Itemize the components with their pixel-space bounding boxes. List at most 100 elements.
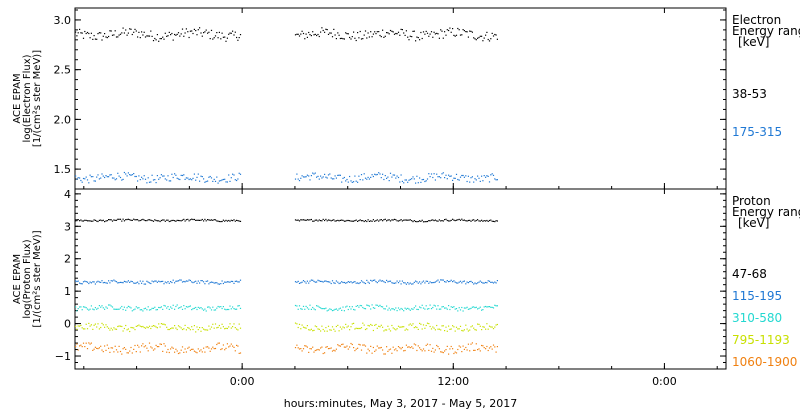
- data-point: [491, 348, 493, 350]
- data-point: [138, 31, 140, 33]
- data-point: [135, 175, 137, 178]
- data-point: [342, 326, 344, 328]
- data-point: [195, 351, 197, 353]
- data-point: [117, 308, 119, 310]
- data-point: [360, 220, 363, 222]
- data-point: [487, 38, 489, 41]
- data-point: [84, 219, 86, 221]
- data-point: [372, 307, 374, 309]
- data-point: [114, 179, 116, 181]
- data-point: [387, 325, 389, 327]
- data-point: [376, 173, 378, 176]
- data-point: [413, 327, 415, 329]
- data-point: [234, 179, 236, 181]
- data-point: [320, 220, 322, 222]
- data-point: [108, 280, 110, 282]
- data-point: [353, 347, 355, 349]
- data-point: [411, 346, 413, 348]
- data-point: [233, 219, 235, 221]
- data-point: [316, 219, 318, 221]
- data-point: [100, 177, 102, 179]
- data-point: [225, 219, 227, 221]
- data-point: [488, 40, 491, 42]
- data-point: [455, 308, 458, 310]
- data-point: [454, 308, 456, 310]
- data-point: [117, 282, 119, 284]
- data-point: [483, 326, 485, 328]
- data-point: [462, 280, 464, 283]
- data-point: [421, 350, 423, 352]
- data-point: [367, 219, 369, 221]
- data-point: [220, 283, 222, 285]
- data-point: [90, 282, 92, 284]
- data-point: [160, 38, 162, 40]
- data-point: [195, 179, 197, 181]
- data-point: [119, 281, 122, 283]
- data-point: [383, 353, 385, 355]
- data-point: [119, 307, 122, 309]
- data-point: [420, 283, 422, 285]
- data-point: [333, 28, 335, 30]
- data-point: [121, 305, 123, 308]
- data-point: [318, 35, 320, 38]
- data-point: [154, 219, 156, 221]
- data-point: [118, 218, 120, 220]
- data-point: [150, 309, 152, 311]
- data-point: [397, 220, 400, 222]
- data-point: [100, 326, 102, 329]
- data-point: [481, 344, 483, 347]
- data-point: [171, 327, 173, 329]
- data-point: [393, 218, 396, 220]
- data-point: [119, 176, 122, 179]
- data-point: [81, 181, 83, 183]
- data-point: [100, 345, 102, 347]
- data-point: [449, 220, 451, 222]
- data-point: [346, 305, 348, 307]
- data-point: [455, 352, 458, 354]
- data-point: [121, 325, 123, 328]
- data-point: [492, 35, 495, 37]
- data-point: [362, 38, 364, 40]
- data-point: [156, 309, 158, 311]
- data-point: [329, 32, 331, 34]
- data-point: [331, 178, 334, 180]
- data-point: [86, 220, 89, 222]
- data-point: [294, 281, 297, 283]
- data-point: [238, 305, 240, 307]
- data-point: [322, 308, 324, 310]
- data-point: [164, 324, 166, 326]
- data-point: [341, 281, 343, 283]
- data-point: [88, 282, 90, 285]
- data-point: [104, 281, 106, 284]
- data-point: [388, 180, 390, 182]
- data-point: [441, 306, 443, 308]
- data-point: [404, 307, 406, 309]
- data-point: [135, 219, 137, 221]
- data-point: [438, 176, 440, 178]
- data-point: [310, 308, 312, 310]
- data-point: [405, 344, 407, 346]
- data-point: [98, 328, 100, 330]
- data-point: [175, 34, 177, 36]
- data-point: [399, 219, 401, 222]
- data-point: [452, 218, 454, 220]
- data-point: [349, 220, 351, 222]
- data-point: [210, 309, 213, 311]
- data-point: [80, 32, 82, 34]
- data-point: [422, 221, 425, 223]
- data-point: [199, 307, 201, 309]
- data-point: [428, 173, 430, 175]
- data-point: [175, 348, 177, 350]
- data-point: [130, 219, 132, 221]
- data-point: [404, 219, 406, 221]
- data-point: [467, 282, 469, 284]
- data-point: [350, 38, 352, 40]
- data-point: [225, 327, 227, 329]
- data-point: [482, 309, 484, 311]
- data-point: [109, 351, 111, 353]
- data-point: [432, 282, 434, 284]
- data-point: [366, 178, 368, 180]
- data-point: [399, 347, 401, 349]
- data-point: [448, 174, 450, 176]
- data-point: [343, 38, 345, 40]
